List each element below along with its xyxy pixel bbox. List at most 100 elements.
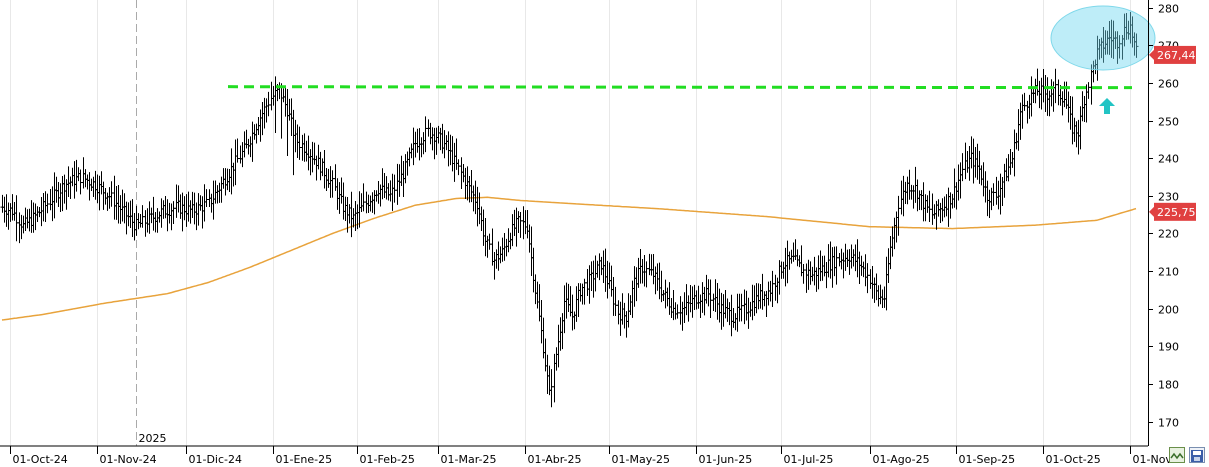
ohlc-bar (653, 266, 658, 295)
ohlc-bar (76, 167, 81, 182)
ohlc-bar (1002, 163, 1007, 198)
ohlc-bar (727, 302, 732, 326)
ohlc-bar (1041, 68, 1046, 103)
ohlc-bar (694, 290, 699, 310)
ohlc-bar (626, 293, 631, 328)
y-tick-label: 170 (1158, 417, 1179, 430)
ohlc-bar (409, 143, 414, 159)
ohlc-bar (859, 255, 864, 276)
ohlc-bar (1008, 149, 1013, 175)
ohlc-bar (651, 254, 656, 285)
ohlc-bar (116, 185, 121, 224)
ohlc-bar (436, 125, 441, 144)
moving-average-series (1, 196, 1137, 321)
ohlc-bar (2, 196, 7, 223)
y-tick-label: 210 (1158, 266, 1179, 279)
ohlc-bar (1134, 33, 1139, 58)
ohlc-bar (936, 199, 941, 217)
ohlc-bar (628, 295, 633, 316)
ohlc-bar (531, 247, 536, 293)
ohlc-bar (981, 162, 986, 197)
ohlc-bar (99, 171, 104, 195)
ohlc-bar (1025, 100, 1030, 124)
ohlc-bar (564, 282, 569, 319)
ohlc-bar (576, 283, 581, 317)
ohlc-bar (799, 245, 804, 277)
ohlc-bar (927, 190, 932, 223)
ohlc-bar (283, 86, 288, 117)
ohlc-bar (413, 131, 418, 158)
ohlc-bar (989, 187, 994, 211)
ohlc-bar (43, 191, 48, 222)
ohlc-bar (1076, 119, 1081, 155)
ohlc-bar (295, 124, 300, 159)
ohlc-bar (597, 253, 602, 281)
ohlc-bar (306, 135, 311, 171)
ohlc-bar (64, 179, 69, 210)
ohlc-bar (1031, 89, 1036, 104)
ohlc-bar (793, 239, 798, 261)
ohlc-bar (938, 202, 943, 224)
ohlc-bar (281, 88, 286, 103)
ohlc-bar (361, 183, 366, 212)
ohlc-bar (300, 134, 305, 161)
ohlc-bar (814, 267, 819, 292)
ohlc-bar (221, 168, 226, 189)
ohlc-bar (132, 213, 137, 241)
ohlc-bar (485, 235, 490, 258)
ohlc-bar (975, 143, 980, 180)
ohlc-bar (124, 201, 129, 235)
ohlc-bar (865, 263, 870, 294)
ohlc-bar (572, 311, 577, 330)
ohlc-bar (899, 180, 904, 215)
ohlc-bar (368, 195, 373, 212)
ohlc-bar (45, 193, 50, 214)
ohlc-bar (328, 166, 333, 198)
ohlc-bar (516, 211, 521, 234)
ohlc-bar (33, 203, 38, 231)
ohlc-bar (155, 208, 160, 233)
ohlc-bar (452, 142, 457, 182)
ohlc-bar (523, 210, 528, 235)
ohlc-bar (1012, 129, 1017, 177)
ohlc-bar (27, 208, 32, 232)
ohlc-bar (1053, 68, 1058, 104)
ohlc-bar (399, 155, 404, 186)
ohlc-bar (8, 203, 13, 222)
ohlc-bar (783, 247, 788, 287)
ohlc-bar (153, 212, 158, 233)
ohlc-bar (372, 190, 377, 215)
y-tick-label: 240 (1158, 153, 1179, 166)
moving-average-line (1, 196, 1137, 321)
ohlc-bar (496, 241, 501, 271)
ohlc-bar (434, 127, 439, 155)
ohlc-bar (512, 209, 517, 237)
x-tick-label: 01-May-25 (612, 453, 670, 466)
save-button[interactable] (1189, 447, 1205, 463)
ohlc-bar (219, 176, 224, 203)
ohlc-bar (107, 187, 112, 209)
ohlc-bar (475, 186, 480, 227)
ohlc-bar (742, 289, 747, 325)
ohlc-bar (775, 277, 780, 304)
ohlc-bar (960, 153, 965, 182)
ohlc-bar (673, 302, 678, 320)
ohlc-bar (915, 179, 920, 212)
ohlc-bar (21, 215, 26, 234)
ohlc-bar (969, 136, 974, 169)
ohlc-bar (83, 169, 88, 188)
ohlc-bar (820, 255, 825, 281)
ohlc-bar (1062, 81, 1067, 108)
vertical-gridlines (10, 0, 1131, 446)
ohlc-bar (341, 182, 346, 220)
y-axis: 170180190200210220230240250260270280 (1148, 0, 1179, 446)
x-tick-label: 01-Jul-25 (784, 453, 834, 466)
y-tick-label: 190 (1158, 341, 1179, 354)
ohlc-bar (944, 194, 949, 217)
ohlc-bar (611, 277, 616, 316)
ohlc-bar (136, 213, 141, 230)
ohlc-bar (613, 286, 618, 317)
ohlc-bar (380, 168, 385, 200)
chart-toggle-button[interactable] (1169, 447, 1185, 463)
ohlc-bar (508, 232, 513, 250)
